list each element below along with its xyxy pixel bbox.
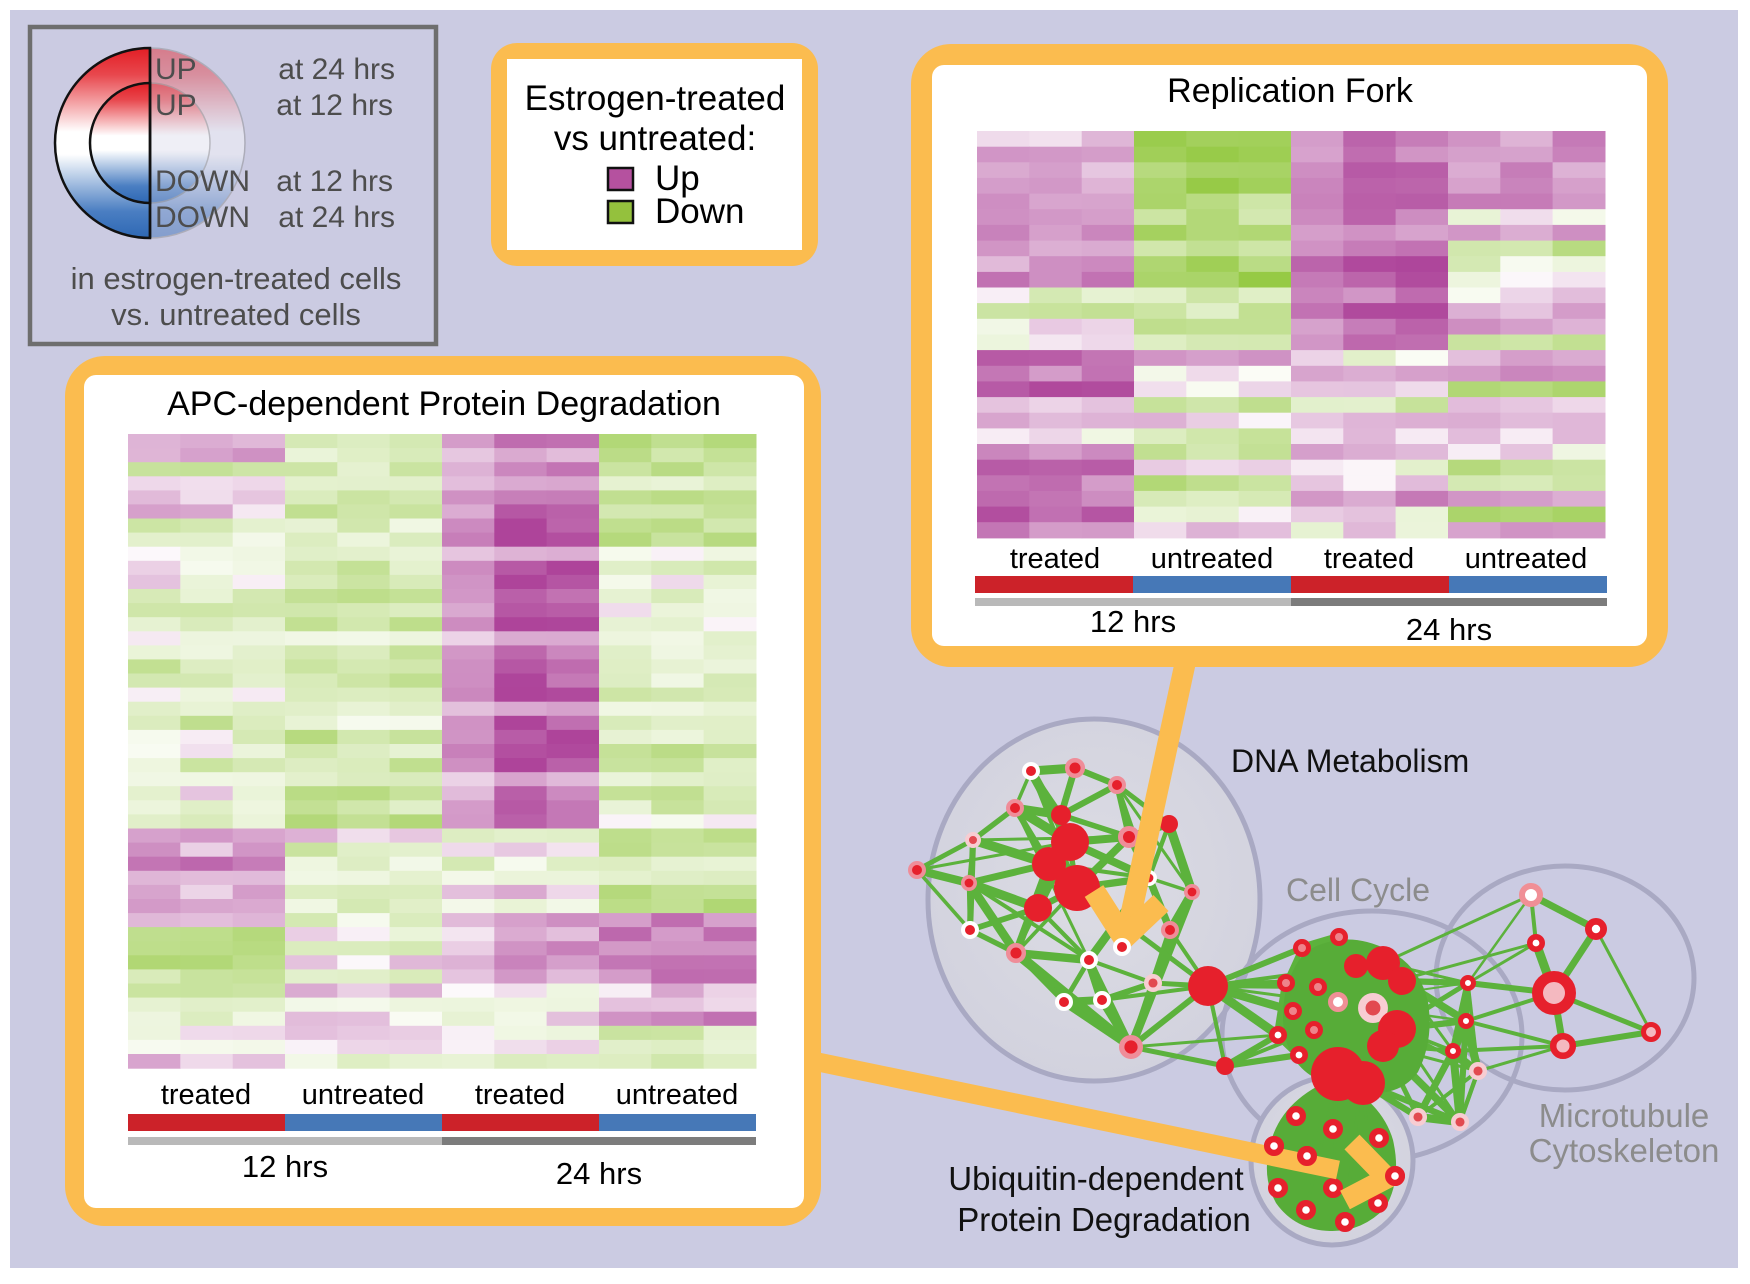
svg-text:24 hrs: 24 hrs [556, 1156, 642, 1191]
svg-text:at 24 hrs: at 24 hrs [278, 201, 395, 234]
svg-text:in estrogen-treated cells: in estrogen-treated cells [71, 261, 402, 296]
svg-text:12 hrs: 12 hrs [1090, 604, 1176, 639]
svg-text:Cytoskeleton: Cytoskeleton [1529, 1132, 1720, 1169]
svg-text:Estrogen-treated: Estrogen-treated [525, 79, 786, 118]
svg-text:Down: Down [655, 192, 744, 231]
svg-text:DNA Metabolism: DNA Metabolism [1231, 743, 1469, 779]
svg-text:untreated: untreated [1465, 543, 1588, 575]
svg-text:Up: Up [655, 159, 700, 198]
svg-text:vs untreated:: vs untreated: [554, 119, 756, 158]
svg-text:24 hrs: 24 hrs [1406, 612, 1492, 647]
svg-text:UP: UP [155, 89, 197, 122]
svg-text:treated: treated [161, 1079, 251, 1111]
svg-text:untreated: untreated [302, 1079, 425, 1111]
svg-text:vs. untreated cells: vs. untreated cells [111, 297, 361, 332]
svg-text:at 24 hrs: at 24 hrs [278, 53, 395, 86]
svg-text:DOWN: DOWN [155, 165, 250, 198]
svg-text:Cell Cycle: Cell Cycle [1286, 872, 1430, 908]
svg-text:at 12 hrs: at 12 hrs [276, 89, 393, 122]
svg-text:Replication Fork: Replication Fork [1167, 72, 1414, 110]
svg-text:treated: treated [475, 1079, 565, 1111]
svg-text:12 hrs: 12 hrs [242, 1149, 328, 1184]
svg-text:Protein Degradation: Protein Degradation [957, 1201, 1251, 1238]
svg-text:treated: treated [1010, 543, 1100, 575]
svg-text:untreated: untreated [616, 1079, 739, 1111]
svg-text:Microtubule: Microtubule [1539, 1097, 1710, 1134]
svg-text:treated: treated [1324, 543, 1414, 575]
svg-text:at 12 hrs: at 12 hrs [276, 165, 393, 198]
svg-text:untreated: untreated [1151, 543, 1274, 575]
svg-text:APC-dependent Protein Degradat: APC-dependent Protein Degradation [167, 385, 721, 423]
svg-text:Ubiquitin-dependent: Ubiquitin-dependent [948, 1160, 1243, 1197]
svg-text:UP: UP [155, 53, 197, 86]
svg-text:DOWN: DOWN [155, 201, 250, 234]
